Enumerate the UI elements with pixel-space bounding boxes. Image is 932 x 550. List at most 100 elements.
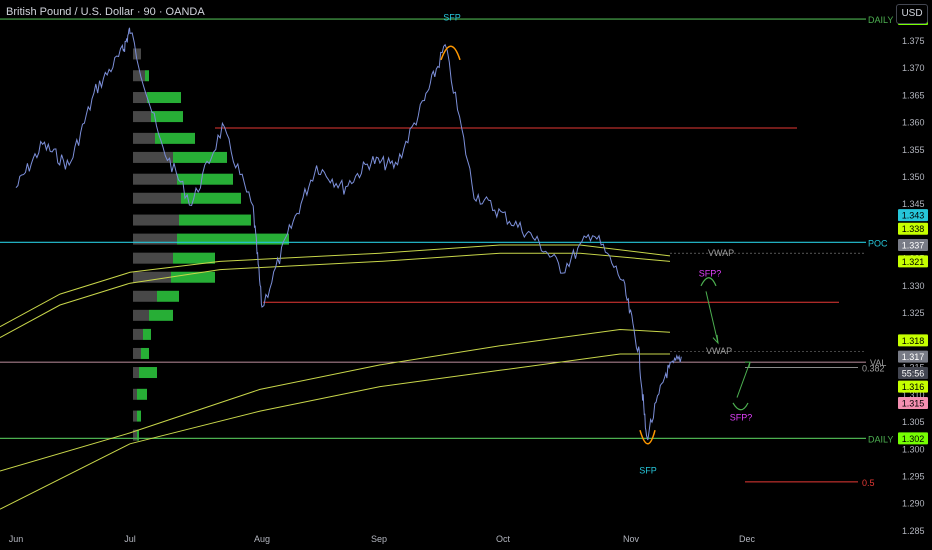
vp-bar-green — [181, 192, 241, 204]
sfp-question-arrow-2 — [736, 361, 751, 398]
vp-bar-green — [173, 252, 215, 264]
level-label: 0.382 — [862, 364, 885, 374]
price-badge — [898, 334, 928, 347]
vp-bar-green — [137, 429, 139, 441]
vwap-lower-band-2 — [0, 353, 670, 510]
vp-bar-green — [173, 151, 227, 163]
price-badge-label: 1.337 — [902, 241, 925, 251]
price-line — [15, 27, 682, 441]
price-badge — [898, 209, 928, 222]
vp-bar-green — [139, 367, 157, 379]
sfp-question-arc-2 — [732, 402, 749, 411]
vp-bar-green — [137, 410, 141, 422]
price-badge — [898, 222, 928, 235]
price-badge-label: 55:56 — [902, 369, 925, 379]
price-badge — [898, 255, 928, 268]
vp-bar-gray — [133, 48, 141, 60]
vp-bar-green — [151, 111, 183, 123]
y-tick-label: 1.375 — [902, 36, 925, 46]
vp-bar-gray — [133, 233, 177, 245]
vp-bar-gray — [133, 132, 155, 144]
sfp-question-arrowhead-1 — [712, 334, 719, 345]
y-tick-label: 1.285 — [902, 526, 925, 536]
y-tick-label: 1.295 — [902, 471, 925, 481]
price-badge-label: 1.321 — [902, 257, 925, 267]
price-badge-label: 1.316 — [902, 382, 925, 392]
vp-bar-green — [145, 70, 149, 82]
vp-bar-green — [177, 173, 233, 185]
vp-bar-gray — [133, 252, 173, 264]
vp-bar-gray — [133, 347, 141, 359]
sfp-question-arrow-1 — [705, 291, 719, 344]
sfp-question-label-2: SFP? — [730, 413, 753, 423]
y-tick-label: 1.290 — [902, 499, 925, 509]
vp-bar-gray — [133, 173, 177, 185]
price-badge-label: 1.315 — [902, 398, 925, 408]
x-tick-label: Jun — [9, 534, 24, 544]
price-badge — [898, 367, 928, 380]
sfp-question-arrowhead-2 — [745, 361, 751, 368]
y-tick-label: 1.355 — [902, 145, 925, 155]
y-tick-label: 1.350 — [902, 172, 925, 182]
vp-bar-gray — [133, 290, 157, 302]
price-badge-label: 1.343 — [902, 211, 925, 221]
vp-bar-green — [147, 92, 181, 104]
x-axis: Jun Jul Aug Sep Oct Nov Dec — [9, 534, 756, 544]
price-badge — [898, 350, 928, 363]
vp-bar-gray — [133, 192, 181, 204]
vp-bar-green — [149, 309, 173, 321]
price-badge-label: 1.338 — [902, 224, 925, 234]
vwap-label: VWAP — [708, 248, 734, 258]
vp-bar-gray — [133, 388, 137, 400]
vwap-upper-band-2 — [0, 252, 671, 339]
sfp-label-bottom: SFP — [639, 466, 657, 476]
x-tick-label: Jul — [124, 534, 136, 544]
vp-bar-gray — [133, 271, 171, 283]
price-badge — [898, 239, 928, 252]
vp-bar-gray — [133, 367, 139, 379]
y-tick-label: 1.330 — [902, 281, 925, 291]
level-label: DAILY — [868, 434, 893, 444]
currency-button[interactable]: USD — [896, 4, 928, 24]
x-tick-label: Sep — [371, 534, 387, 544]
sfp-arc-bottom — [639, 429, 656, 445]
y-axis: 1.2851.2901.2951.3001.3051.3101.3151.320… — [902, 36, 925, 536]
price-badge-label: 1.302 — [902, 434, 925, 444]
y-tick-label: 1.345 — [902, 199, 925, 209]
y-tick-label: 1.310 — [902, 390, 925, 400]
sfp-arc-top — [440, 45, 461, 61]
price-badge-label: 1.317 — [902, 352, 925, 362]
x-tick-label: Aug — [254, 534, 270, 544]
sfp-question-arc-1 — [700, 277, 717, 287]
price-badges: 1.3791.3021.3431.3381.3371.3211.3181.317… — [898, 13, 928, 445]
vp-bar-gray — [133, 309, 149, 321]
vwap-upper-band-1 — [0, 244, 671, 328]
level-label: VAL — [870, 358, 886, 368]
vp-bar-green — [141, 347, 149, 359]
y-tick-label: 1.325 — [902, 308, 925, 318]
level-label: DAILY — [868, 15, 893, 25]
vp-bar-green — [177, 233, 289, 245]
y-tick-label: 1.300 — [902, 444, 925, 454]
price-badge — [898, 380, 928, 393]
vp-bar-green — [179, 214, 251, 226]
vp-bar-gray — [133, 410, 137, 422]
vp-bar-green — [155, 132, 195, 144]
y-tick-label: 1.370 — [902, 63, 925, 73]
y-tick-label: 1.365 — [902, 90, 925, 100]
vwap-bands: VWAP VWAP — [0, 244, 866, 510]
vwap-label: VWAP — [706, 346, 732, 356]
vp-bar-gray — [133, 328, 143, 340]
vp-bar-gray — [133, 214, 179, 226]
vp-bar-green — [157, 290, 179, 302]
sfp-label-top: SFP — [443, 13, 461, 23]
level-label: POC — [868, 238, 888, 248]
vp-bar-gray — [133, 70, 145, 82]
vp-bar-gray — [133, 111, 151, 123]
vwap-lower-band-1 — [0, 328, 671, 472]
y-tick-label: 1.305 — [902, 417, 925, 427]
price-badge — [898, 396, 928, 409]
vp-bar-gray — [133, 151, 173, 163]
